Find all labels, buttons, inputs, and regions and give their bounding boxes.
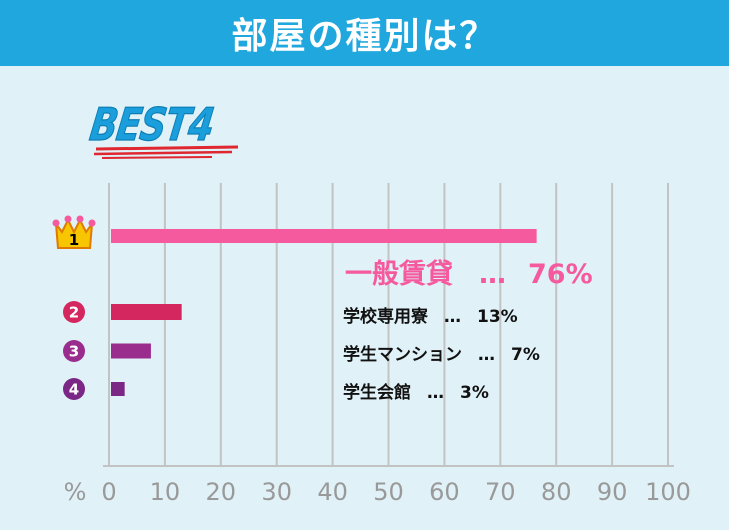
x-tick-label: 80 xyxy=(541,478,572,506)
rank-number: 1 xyxy=(69,231,79,249)
badge-underline-icon xyxy=(93,145,239,159)
category-label: 一般賃貸 xyxy=(345,259,453,290)
bar-data-label: 一般賃貸 … 76% xyxy=(345,252,593,291)
x-tick-label: 30 xyxy=(261,478,292,506)
bar-data-label: 学生マンション … 7% xyxy=(343,340,540,365)
bar xyxy=(111,343,151,359)
unit-label: % xyxy=(64,478,87,506)
x-tick-label: 0 xyxy=(101,478,116,506)
circled-number-icon: 2 xyxy=(63,301,85,323)
value-label: 76% xyxy=(528,259,593,290)
category-label: 学生会館 xyxy=(343,383,411,403)
page-title: 部屋の種別は？ xyxy=(231,16,498,57)
x-tick-label: 40 xyxy=(317,478,348,506)
x-tick-label: 20 xyxy=(206,478,237,506)
bar xyxy=(111,229,537,243)
x-tick-label: 70 xyxy=(485,478,516,506)
rank-number: 3 xyxy=(69,343,79,361)
x-tick-label: 60 xyxy=(429,478,460,506)
separator: … xyxy=(427,383,444,403)
rank-icon-layer: 1 2 3 4 xyxy=(52,215,96,400)
separator: … xyxy=(444,307,461,327)
x-tick-label: 10 xyxy=(150,478,181,506)
bar-layer xyxy=(111,229,537,396)
value-label: 7% xyxy=(511,345,540,365)
bar-data-label: 学校専用寮 … 13% xyxy=(343,302,518,327)
bar xyxy=(111,382,125,396)
category-label: 学生マンション xyxy=(343,345,462,365)
x-tick-label: 90 xyxy=(597,478,628,506)
tick-layer: 0 10 20 30 40 50 60 70 80 90 100% xyxy=(64,478,691,506)
circled-number-icon: 3 xyxy=(63,340,85,362)
rank-number: 4 xyxy=(69,381,79,399)
separator: … xyxy=(478,345,495,365)
bar xyxy=(111,304,182,320)
separator: … xyxy=(479,259,506,290)
rank-number: 2 xyxy=(69,304,79,322)
value-label: 13% xyxy=(477,307,518,327)
title-bar: 部屋の種別は？ xyxy=(0,0,729,66)
bar-data-label: 学生会館 … 3% xyxy=(343,378,489,403)
x-tick-label: 100 xyxy=(645,478,691,506)
circled-number-icon: 4 xyxy=(63,378,85,400)
crown-icon: 1 xyxy=(52,215,96,249)
x-tick-label: 50 xyxy=(373,478,404,506)
category-label: 学校専用寮 xyxy=(343,307,428,327)
value-label: 3% xyxy=(460,383,489,403)
